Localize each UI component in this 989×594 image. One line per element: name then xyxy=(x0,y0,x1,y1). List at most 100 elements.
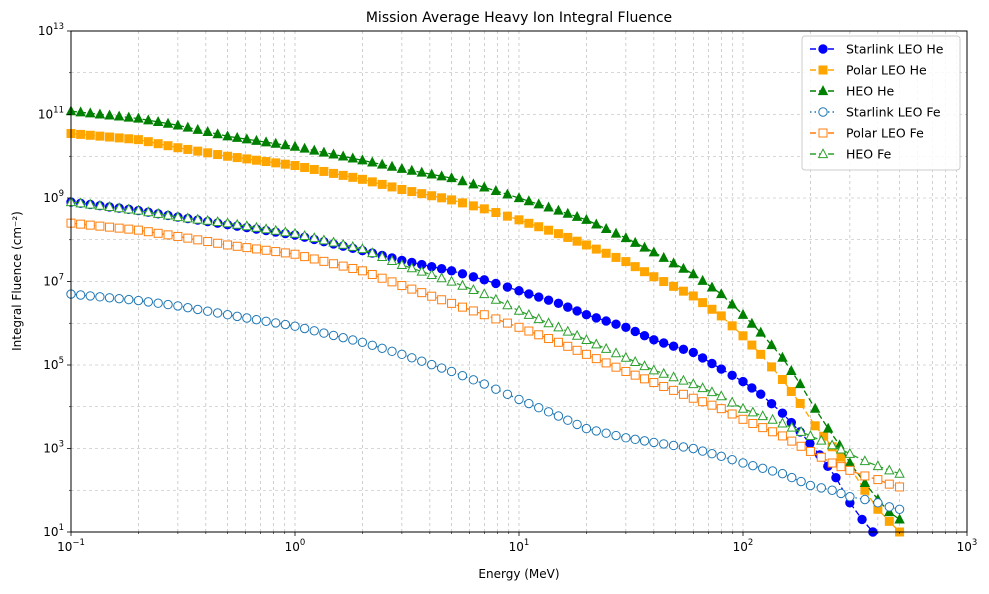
data-point xyxy=(572,306,582,316)
data-point xyxy=(502,389,513,399)
data-point xyxy=(348,172,358,182)
data-point xyxy=(809,402,821,413)
data-point xyxy=(767,362,777,372)
data-point xyxy=(649,437,659,448)
y-tick-label: 1013 xyxy=(38,22,64,38)
data-point xyxy=(357,337,368,347)
data-point xyxy=(697,446,708,456)
data-point xyxy=(426,359,437,370)
series-0 xyxy=(66,197,878,537)
data-point xyxy=(338,170,348,180)
data-point xyxy=(242,154,252,164)
data-point xyxy=(678,442,689,452)
data-point xyxy=(591,218,602,229)
data-point xyxy=(193,304,203,315)
data-point xyxy=(376,251,388,262)
data-point xyxy=(367,156,378,167)
data-point xyxy=(280,319,291,330)
data-point xyxy=(407,353,417,363)
data-point xyxy=(621,257,631,267)
data-point xyxy=(894,504,905,514)
data-point xyxy=(581,240,591,250)
data-point xyxy=(544,225,554,235)
data-point xyxy=(319,166,329,176)
data-point xyxy=(777,408,788,418)
data-point xyxy=(104,201,115,212)
data-point xyxy=(417,288,427,298)
data-point xyxy=(329,168,339,178)
data-point xyxy=(289,140,301,151)
legend-label: HEO Fe xyxy=(846,147,892,162)
data-point xyxy=(447,298,457,308)
data-point xyxy=(610,347,622,358)
legend-label: Starlink LEO He xyxy=(846,42,944,57)
data-point xyxy=(600,342,612,353)
data-point xyxy=(523,195,535,206)
data-point xyxy=(738,331,748,341)
y-tick-label: 109 xyxy=(43,189,64,205)
data-point xyxy=(85,107,96,118)
data-point xyxy=(524,218,534,228)
data-point xyxy=(260,223,272,234)
data-point xyxy=(816,434,827,445)
data-point xyxy=(630,262,640,272)
data-point xyxy=(468,272,479,282)
data-point xyxy=(795,398,805,408)
data-point xyxy=(611,430,621,441)
data-point xyxy=(202,214,213,225)
data-point xyxy=(620,232,632,243)
data-point xyxy=(748,418,758,428)
data-point xyxy=(688,443,699,454)
data-point xyxy=(386,255,398,266)
data-point xyxy=(688,378,699,389)
data-point xyxy=(859,477,871,487)
data-point xyxy=(553,411,564,421)
data-point xyxy=(133,112,144,123)
data-point xyxy=(183,233,193,243)
data-point xyxy=(514,215,524,225)
data-point xyxy=(601,428,611,438)
data-point xyxy=(611,252,621,262)
data-point xyxy=(94,199,106,210)
data-point xyxy=(153,298,163,308)
data-point xyxy=(232,311,242,322)
data-point xyxy=(810,421,820,431)
data-point xyxy=(202,126,213,137)
data-point xyxy=(397,184,407,194)
data-point xyxy=(251,221,262,232)
data-point xyxy=(822,422,834,433)
data-point xyxy=(457,175,468,186)
data-point xyxy=(212,308,223,318)
data-point xyxy=(348,263,358,273)
data-point xyxy=(698,397,708,407)
legend-label: Polar LEO Fe xyxy=(846,126,924,141)
data-point xyxy=(377,179,387,189)
series-3 xyxy=(66,289,905,514)
data-point xyxy=(163,299,173,310)
data-point xyxy=(727,409,737,419)
data-point xyxy=(397,349,407,360)
data-point xyxy=(192,213,203,224)
data-point xyxy=(271,318,281,328)
data-point xyxy=(143,227,153,237)
data-point xyxy=(601,248,611,258)
data-point xyxy=(300,162,310,172)
data-point xyxy=(844,457,856,468)
series-4 xyxy=(66,218,905,492)
data-point xyxy=(553,229,563,239)
data-point xyxy=(231,218,243,229)
data-point xyxy=(367,177,377,187)
data-point xyxy=(290,249,300,259)
data-point xyxy=(319,328,329,338)
data-point xyxy=(104,109,115,120)
data-point xyxy=(630,434,640,445)
data-point xyxy=(639,241,650,252)
data-point xyxy=(543,317,554,328)
data-point xyxy=(446,275,457,286)
data-point xyxy=(640,374,650,384)
data-point xyxy=(707,449,717,459)
data-point xyxy=(543,201,554,212)
data-point xyxy=(591,354,601,364)
data-point xyxy=(884,479,894,489)
data-point xyxy=(347,240,359,251)
